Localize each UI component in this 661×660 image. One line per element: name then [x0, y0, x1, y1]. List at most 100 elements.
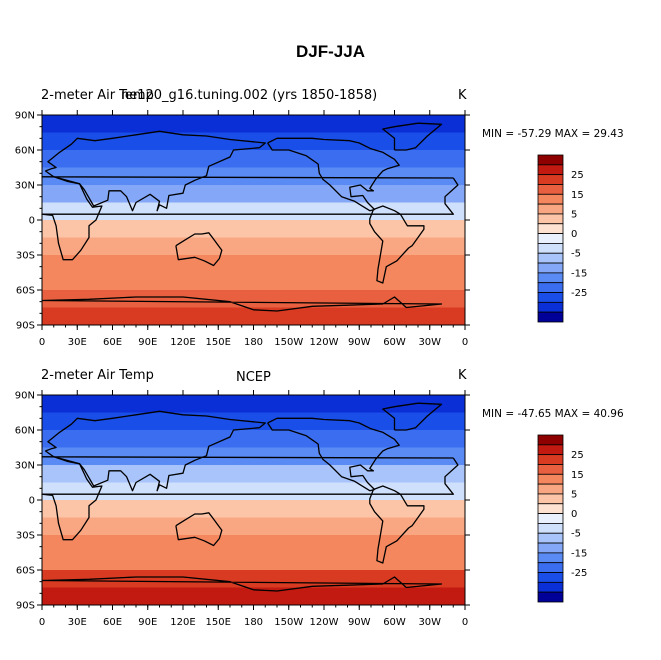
colorbar-tick-label: 5 [571, 209, 577, 220]
x-tick-label: 150E [206, 617, 231, 628]
colorbar-swatch [537, 552, 564, 564]
colorbar-tick-label: -15 [571, 268, 587, 279]
x-tick-label: 60W [383, 617, 406, 628]
x-tick-label: 150W [274, 337, 303, 348]
y-tick-label: 60N [15, 426, 35, 437]
colorbar-swatch [537, 174, 564, 185]
temperature-band [42, 517, 465, 535]
x-tick-label: 30W [418, 337, 441, 348]
colorbar-tick-label: 0 [571, 509, 577, 520]
colorbar-tick-label: 25 [571, 170, 584, 181]
x-tick-label: 30E [68, 617, 87, 628]
x-tick-label: 0 [39, 337, 45, 348]
x-tick-label: 120W [310, 617, 339, 628]
colorbar-swatch [537, 203, 564, 215]
y-tick-label: 60N [15, 146, 35, 157]
temperature-band [42, 465, 465, 483]
x-tick-label: 120W [310, 337, 339, 348]
y-tick-label: 30S [16, 531, 35, 542]
colorbar-tick-label: 0 [571, 229, 577, 240]
coastline [175, 232, 223, 267]
x-tick-label: 150W [274, 617, 303, 628]
x-tick-label: 90W [348, 337, 371, 348]
y-tick-label: 90S [16, 601, 35, 612]
temperature-band [42, 237, 465, 255]
panel-ncep: 2-meter Air Temp NCEP K MIN = -47.65 MAX… [0, 280, 661, 628]
temperature-band [42, 150, 465, 168]
temperature-band [42, 447, 465, 465]
x-tick-label: 120E [170, 617, 195, 628]
min-max-label: MIN = -47.65 MAX = 40.96 [482, 408, 624, 420]
colorbar-swatch [537, 542, 564, 554]
overlap-title: ne120_g16.tuning.002 (yrs 1850-1858) [121, 88, 378, 103]
temperature-band [42, 430, 465, 448]
center-title: NCEP [236, 370, 271, 385]
temperature-band [42, 272, 465, 290]
colorbar-swatch [537, 223, 564, 234]
colorbar-swatch [537, 562, 564, 573]
y-tick-label: 60S [16, 566, 35, 577]
x-tick-label: 120E [170, 337, 195, 348]
coastline [41, 296, 443, 312]
left-title: 2-meter Air Temp [41, 368, 154, 383]
temperature-band [42, 482, 465, 500]
colorbar-tick-label: 15 [571, 190, 584, 201]
colorbar-swatch [537, 213, 564, 225]
colorbar-tick-label: -5 [571, 249, 581, 260]
y-tick-label: 30N [15, 181, 35, 192]
x-tick-label: 90E [138, 337, 157, 348]
x-tick-label: 30E [68, 337, 87, 348]
y-tick-label: 60S [16, 286, 35, 297]
y-tick-label: 90N [15, 111, 35, 122]
x-tick-label: 0 [462, 617, 468, 628]
colorbar-swatch [537, 444, 564, 456]
right-title: K [458, 368, 467, 383]
temperature-band [42, 255, 465, 273]
figure-title: DJF-JJA [296, 42, 365, 61]
map-plot: 0 30E 60E 90E 120E 150E 180 150W 120W 90W 60W 30W 0 9… [15, 110, 587, 348]
x-tick-label: 60E [103, 617, 122, 628]
coastline [41, 576, 443, 592]
y-tick-label: 0 [29, 496, 35, 507]
colorbar-swatch [537, 473, 564, 485]
x-tick-label: 180 [244, 337, 263, 348]
colorbar-swatch [537, 572, 564, 583]
left-title: 2-meter Air Temp [41, 88, 154, 103]
x-tick-label: 0 [462, 337, 468, 348]
y-tick-label: 90N [15, 391, 35, 402]
temperature-band [42, 115, 465, 133]
colorbar-swatch [537, 532, 564, 544]
temperature-band [42, 185, 465, 203]
colorbar-tick-label: -5 [571, 529, 581, 540]
colorbar-swatch [537, 193, 564, 205]
coastline [41, 456, 459, 541]
x-tick-label: 90W [348, 617, 371, 628]
x-tick-label: 60W [383, 337, 406, 348]
colorbar-tick-label: 5 [571, 489, 577, 500]
temperature-band [42, 552, 465, 570]
colorbar-swatch [537, 483, 564, 495]
colorbar-swatch [537, 233, 564, 244]
colorbar-swatch [537, 454, 564, 465]
panel-model: 2-meter Air Temp ne120_g16.tuning.002 (y… [0, 0, 661, 348]
colorbar-swatch [537, 464, 564, 475]
colorbar-swatch [537, 513, 564, 524]
x-tick-label: 60E [103, 337, 122, 348]
colorbar-tick-label: -25 [571, 288, 587, 299]
colorbar-swatch [537, 503, 564, 514]
x-tick-label: 150E [206, 337, 231, 348]
right-title: K [458, 88, 467, 103]
colorbar-swatch [537, 252, 564, 264]
colorbar-swatch [537, 581, 564, 593]
y-tick-label: 30S [16, 251, 35, 262]
map-plot: 0 30E 60E 90E 120E 150E 180 150W 120W 90W 60W 30W 09… [15, 390, 587, 628]
temperature-band [42, 587, 465, 605]
coastline [267, 417, 400, 492]
coastline [267, 137, 400, 212]
coastline [175, 512, 223, 547]
colorbar-swatch [537, 164, 564, 176]
coastline [382, 122, 443, 151]
coastline [382, 402, 443, 431]
colorbar-tick-label: 15 [571, 470, 584, 481]
colorbar-tick-label: 25 [571, 450, 584, 461]
